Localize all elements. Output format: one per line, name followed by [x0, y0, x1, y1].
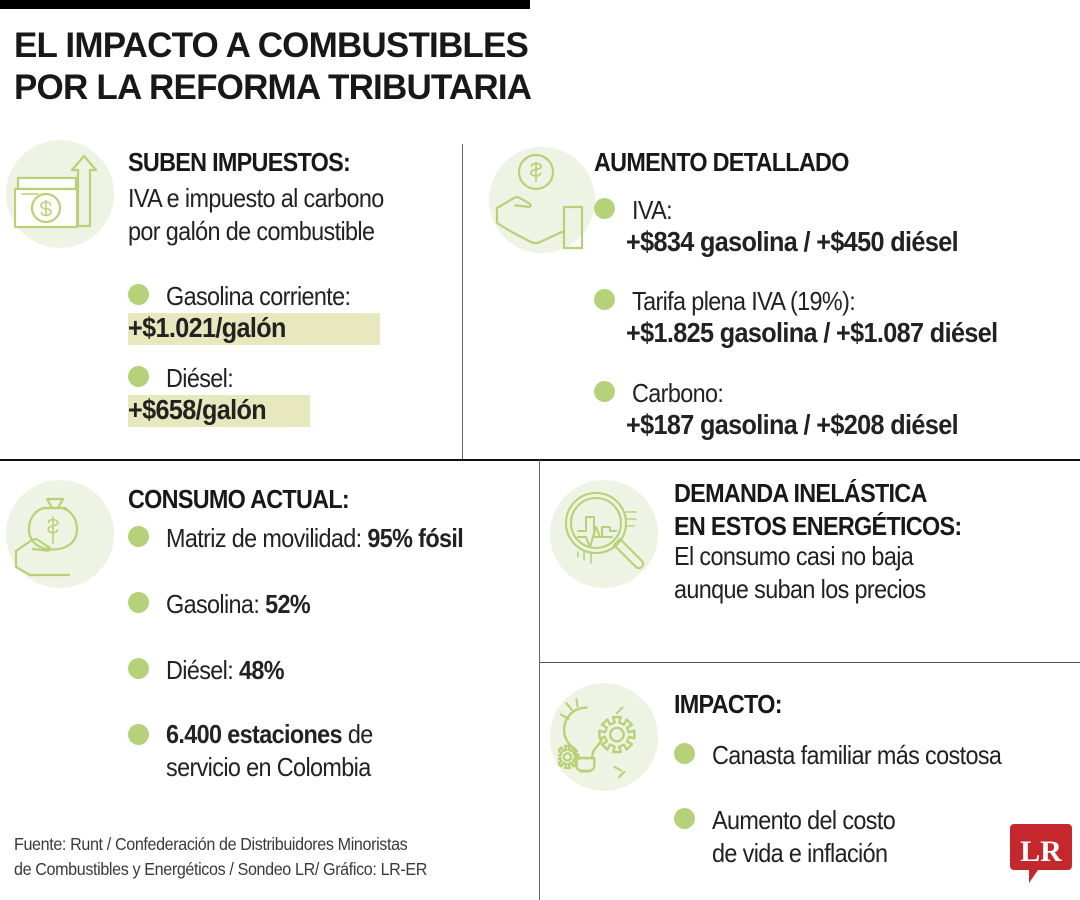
- svg-text:LR: LR: [1020, 835, 1062, 868]
